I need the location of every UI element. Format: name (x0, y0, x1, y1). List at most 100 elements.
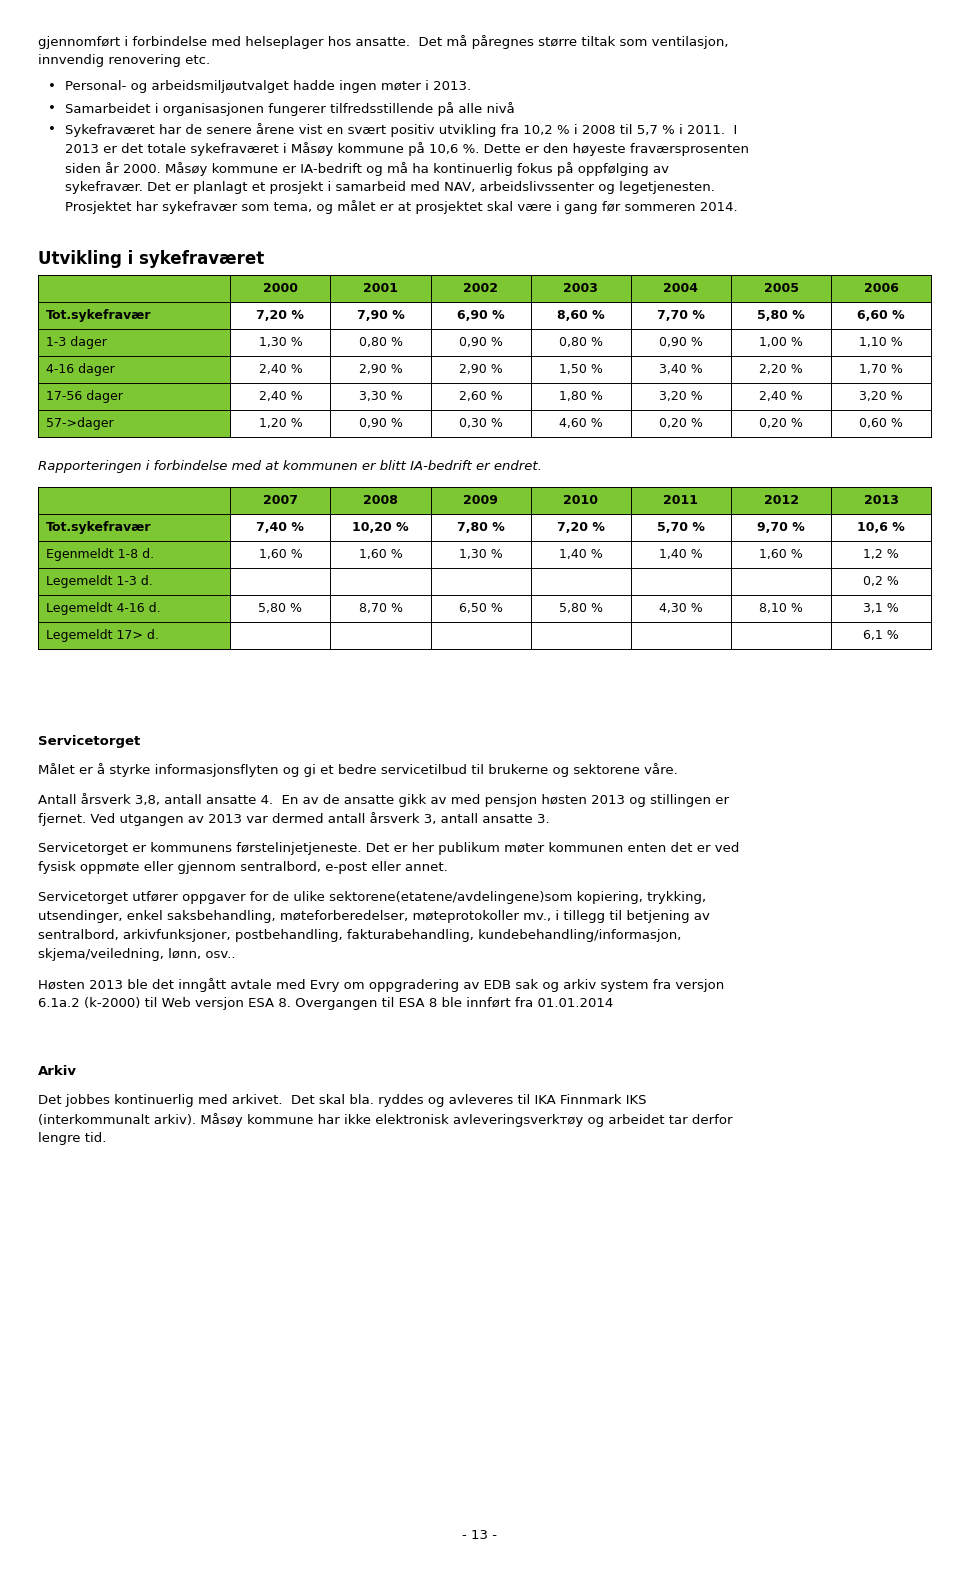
Text: 4,30 %: 4,30 % (659, 601, 703, 615)
Text: 10,20 %: 10,20 % (352, 521, 409, 534)
Text: Servicetorget: Servicetorget (38, 735, 141, 747)
Bar (38, 356, 230, 383)
Bar (38, 540, 230, 568)
Text: 2010: 2010 (564, 493, 598, 507)
Text: 0,30 %: 0,30 % (459, 418, 503, 430)
Text: 3,30 %: 3,30 % (359, 389, 402, 403)
Text: Legemeldt 17> d.: Legemeldt 17> d. (46, 628, 159, 642)
Text: •: • (48, 80, 56, 94)
Text: 2006: 2006 (864, 283, 899, 295)
Bar (38, 513, 230, 540)
Text: sentralbord, arkivfunksjoner, postbehandling, fakturabehandling, kundebehandling: sentralbord, arkivfunksjoner, postbehand… (38, 929, 682, 942)
Text: 5,80 %: 5,80 % (757, 309, 804, 322)
Text: 7,90 %: 7,90 % (357, 309, 404, 322)
Text: Prosjektet har sykefravær som tema, og målet er at prosjektet skal være i gang f: Prosjektet har sykefravær som tema, og m… (65, 199, 738, 214)
Text: 2002: 2002 (463, 283, 498, 295)
Text: Høsten 2013 ble det inngått avtale med Evry om oppgradering av EDB sak og arkiv : Høsten 2013 ble det inngått avtale med E… (38, 978, 725, 992)
Text: siden år 2000. Måsøy kommune er IA-bedrift og må ha kontinuerlig fokus på oppføl: siden år 2000. Måsøy kommune er IA-bedri… (65, 162, 669, 176)
Text: 3,40 %: 3,40 % (659, 363, 703, 375)
Text: skjema/veiledning, lønn, osv..: skjema/veiledning, lønn, osv.. (38, 948, 236, 961)
Text: 1,50 %: 1,50 % (559, 363, 603, 375)
Text: fjernet. Ved utgangen av 2013 var dermed antall årsverk 3, antall ansatte 3.: fjernet. Ved utgangen av 2013 var dermed… (38, 812, 550, 826)
Text: 7,70 %: 7,70 % (657, 309, 705, 322)
Text: 7,40 %: 7,40 % (256, 521, 304, 534)
Text: 8,10 %: 8,10 % (759, 601, 803, 615)
Text: 6,90 %: 6,90 % (457, 309, 504, 322)
Text: innvendig renovering etc.: innvendig renovering etc. (38, 53, 210, 66)
Text: 6,1 %: 6,1 % (863, 628, 899, 642)
Text: - 13 -: - 13 - (463, 1529, 497, 1542)
Text: 0,90 %: 0,90 % (659, 336, 703, 349)
Text: utsendinger, enkel saksbehandling, møteforberedelser, møteprotokoller mv., i til: utsendinger, enkel saksbehandling, møtef… (38, 911, 710, 923)
Text: 1,70 %: 1,70 % (859, 363, 903, 375)
Text: Samarbeidet i organisasjonen fungerer tilfredsstillende på alle nivå: Samarbeidet i organisasjonen fungerer ti… (65, 102, 515, 116)
Text: Utvikling i sykefraværet: Utvikling i sykefraværet (38, 250, 265, 268)
Text: 0,90 %: 0,90 % (359, 418, 402, 430)
Text: 0,80 %: 0,80 % (358, 336, 402, 349)
Bar (38, 301, 230, 330)
Text: 1,30 %: 1,30 % (459, 548, 502, 560)
Text: Målet er å styrke informasjonsflyten og gi et bedre servicetilbud til brukerne o: Målet er å styrke informasjonsflyten og … (38, 763, 678, 777)
Bar (38, 622, 230, 648)
Text: 6.1a.2 (k-2000) til Web versjon ESA 8. Overgangen til ESA 8 ble innført fra 01.0: 6.1a.2 (k-2000) til Web versjon ESA 8. O… (38, 997, 613, 1010)
Text: 2,20 %: 2,20 % (759, 363, 803, 375)
Text: •: • (48, 102, 56, 115)
Text: 7,20 %: 7,20 % (557, 521, 605, 534)
Text: 2009: 2009 (464, 493, 498, 507)
Text: 1,80 %: 1,80 % (559, 389, 603, 403)
Text: Personal- og arbeidsmiljøutvalget hadde ingen møter i 2013.: Personal- og arbeidsmiljøutvalget hadde … (65, 80, 471, 94)
Text: 1,60 %: 1,60 % (759, 548, 803, 560)
Text: 1,60 %: 1,60 % (258, 548, 302, 560)
Text: 0,2 %: 0,2 % (863, 575, 900, 587)
Text: 2004: 2004 (663, 283, 698, 295)
Bar (38, 595, 230, 622)
Text: 0,20 %: 0,20 % (759, 418, 803, 430)
Text: 0,60 %: 0,60 % (859, 418, 903, 430)
Text: 2001: 2001 (363, 283, 398, 295)
Text: 2013: 2013 (864, 493, 899, 507)
Text: 7,80 %: 7,80 % (457, 521, 505, 534)
Text: 1-3 dager: 1-3 dager (46, 336, 107, 349)
Bar (38, 568, 230, 595)
Text: lengre tid.: lengre tid. (38, 1132, 107, 1145)
Text: 2013 er det totale sykefraværet i Måsøy kommune på 10,6 %. Dette er den høyeste : 2013 er det totale sykefraværet i Måsøy … (65, 143, 749, 157)
Text: 5,70 %: 5,70 % (657, 521, 705, 534)
Bar (38, 410, 230, 436)
Text: gjennomført i forbindelse med helseplager hos ansatte.  Det må påregnes større t: gjennomført i forbindelse med helseplage… (38, 35, 729, 49)
Text: 5,80 %: 5,80 % (258, 601, 302, 615)
Text: 2000: 2000 (263, 283, 298, 295)
Text: 1,00 %: 1,00 % (759, 336, 803, 349)
Text: 6,60 %: 6,60 % (857, 309, 905, 322)
Text: 2,40 %: 2,40 % (258, 389, 302, 403)
Text: Legemeldt 4-16 d.: Legemeldt 4-16 d. (46, 601, 160, 615)
Bar (38, 487, 931, 513)
Text: 2003: 2003 (564, 283, 598, 295)
Text: 1,30 %: 1,30 % (258, 336, 302, 349)
Text: 1,10 %: 1,10 % (859, 336, 903, 349)
Text: Arkiv: Arkiv (38, 1064, 78, 1079)
Text: 2,60 %: 2,60 % (459, 389, 502, 403)
Text: 2,90 %: 2,90 % (359, 363, 402, 375)
Text: 1,40 %: 1,40 % (559, 548, 603, 560)
Text: Egenmeldt 1-8 d.: Egenmeldt 1-8 d. (46, 548, 155, 560)
Text: 5,80 %: 5,80 % (559, 601, 603, 615)
Text: 8,70 %: 8,70 % (358, 601, 402, 615)
Text: 3,1 %: 3,1 % (863, 601, 899, 615)
Text: Servicetorget er kommunens førstelinjetjeneste. Det er her publikum møter kommun: Servicetorget er kommunens førstelinjetj… (38, 842, 740, 856)
Text: Antall årsverk 3,8, antall ansatte 4.  En av de ansatte gikk av med pensjon høst: Antall årsverk 3,8, antall ansatte 4. En… (38, 793, 730, 807)
Text: 6,50 %: 6,50 % (459, 601, 503, 615)
Text: 2,40 %: 2,40 % (258, 363, 302, 375)
Text: 2,90 %: 2,90 % (459, 363, 502, 375)
Text: 57->dager: 57->dager (46, 418, 113, 430)
Text: 10,6 %: 10,6 % (857, 521, 905, 534)
Text: 4-16 dager: 4-16 dager (46, 363, 115, 375)
Text: 1,40 %: 1,40 % (659, 548, 703, 560)
Text: 1,2 %: 1,2 % (863, 548, 899, 560)
Text: 2005: 2005 (763, 283, 799, 295)
Text: 1,20 %: 1,20 % (258, 418, 302, 430)
Text: 0,80 %: 0,80 % (559, 336, 603, 349)
Text: sykefravær. Det er planlagt et prosjekt i samarbeid med NAV, arbeidslivssenter o: sykefravær. Det er planlagt et prosjekt … (65, 181, 715, 193)
Text: 0,90 %: 0,90 % (459, 336, 503, 349)
Text: 0,20 %: 0,20 % (659, 418, 703, 430)
Text: Sykefraværet har de senere årene vist en svært positiv utvikling fra 10,2 % i 20: Sykefraværet har de senere årene vist en… (65, 124, 737, 137)
